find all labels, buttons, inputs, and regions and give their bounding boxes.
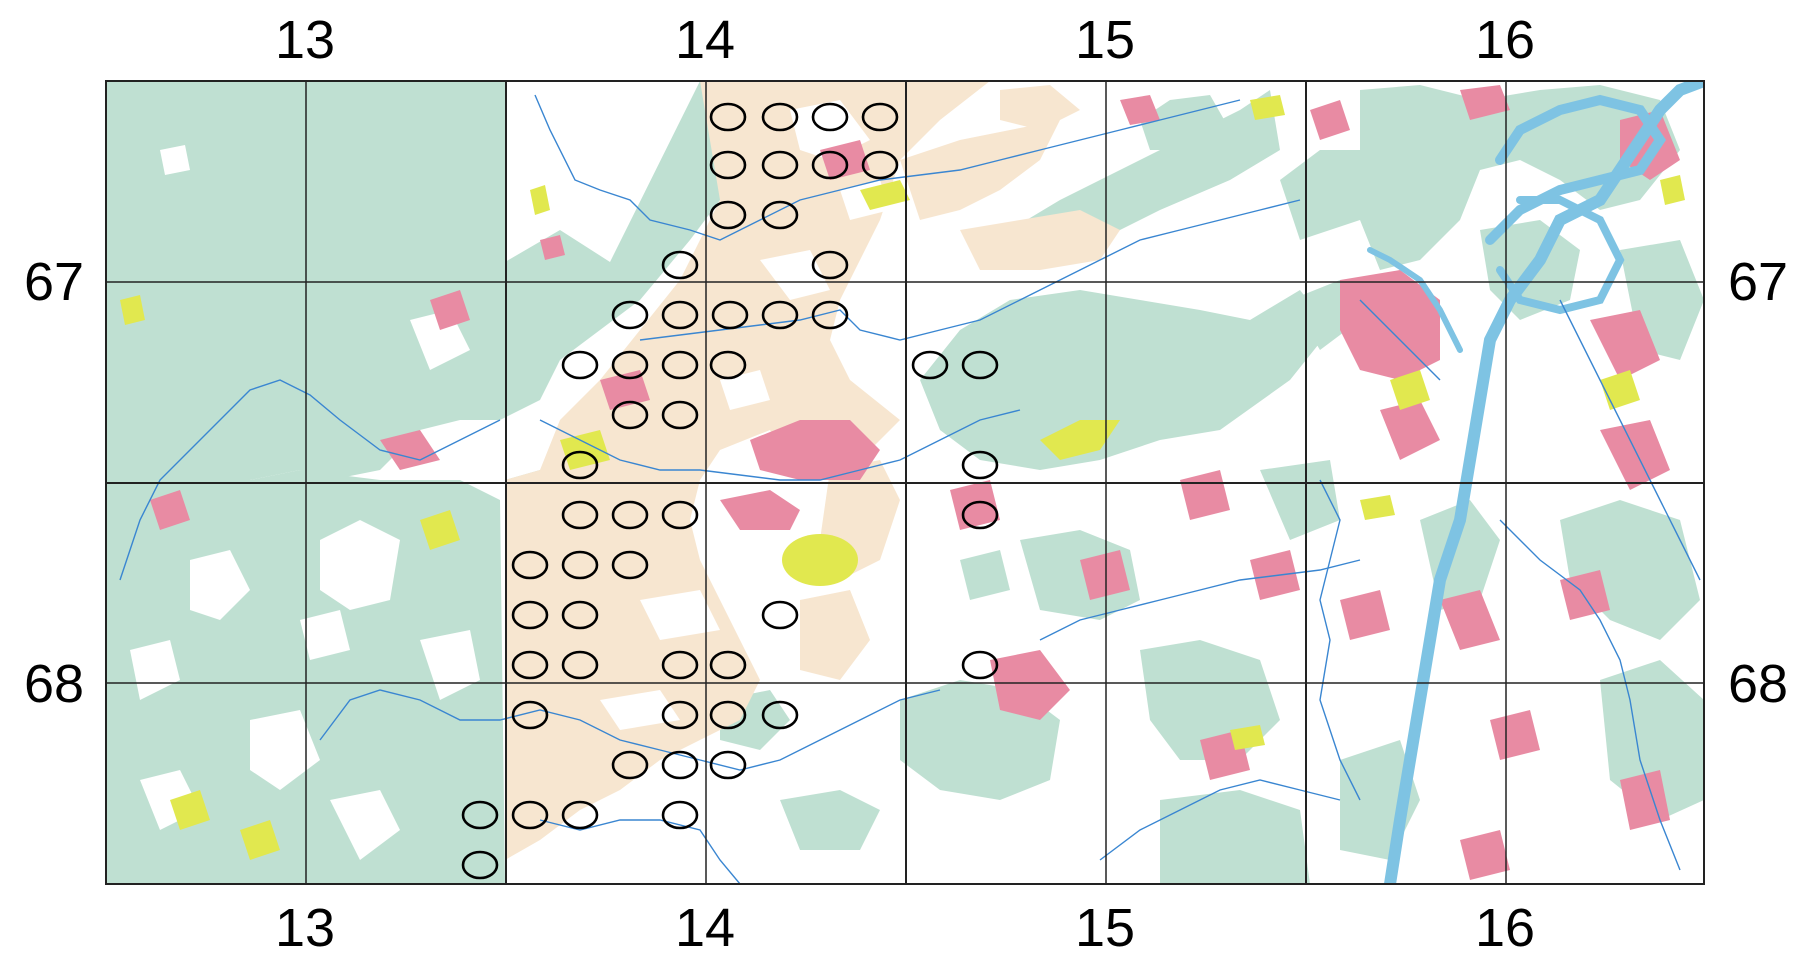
marker-ellipse-26 [561,450,599,480]
bottom-axis-label-14: 14 [675,898,735,958]
marker-ellipse-51 [511,800,549,830]
marker-ellipse-1 [709,102,747,132]
marker-ellipse-14 [661,300,699,330]
top-axis-label-16: 16 [1475,10,1535,70]
marker-ellipse-15 [711,300,749,330]
marker-ellipse-32 [511,550,549,580]
marker-ellipse-6 [761,150,799,180]
marker-ellipse-25 [661,400,699,430]
marker-ellipse-42 [961,650,999,680]
top-axis-label-14: 14 [675,10,735,70]
sand-gaps-layer [600,100,890,730]
top-axis-label-13: 13 [275,10,335,70]
marker-ellipse-20 [661,350,699,380]
marker-ellipse-23 [961,350,999,380]
marker-ellipse-40 [661,650,699,680]
marker-ellipse-11 [661,250,699,280]
river-branch [1367,247,1463,353]
bottom-axis-label-15: 15 [1075,898,1135,958]
marker-ellipse-21 [709,350,747,380]
top-axis: 13 14 15 16 [275,10,1535,70]
marker-ellipse-35 [511,600,549,630]
river-loop [1496,196,1625,315]
marker-ellipse-10 [761,200,799,230]
marker-ellipse-4 [861,102,899,132]
marker-ellipse-30 [661,500,699,530]
marker-ellipse-38 [511,650,549,680]
marker-ellipse-36 [561,600,599,630]
marker-ellipse-5 [709,150,747,180]
marker-ellipse-49 [709,750,747,780]
left-axis-label-68: 68 [24,654,84,714]
bottom-axis-label-13: 13 [275,898,335,958]
yellow-layer [120,95,1685,860]
marker-ellipse-27 [961,450,999,480]
marker-ellipse-9 [709,200,747,230]
marker-ellipse-47 [611,750,649,780]
marker-ellipse-28 [561,500,599,530]
marker-ellipse-7 [811,150,849,180]
marker-ellipse-8 [861,150,899,180]
marker-ellipse-16 [761,300,799,330]
marker-ellipse-43 [511,700,549,730]
marker-ellipse-44 [661,700,699,730]
marker-ellipse-22 [911,350,949,380]
map-area [106,81,1704,884]
marker-ellipse-52 [561,800,599,830]
marker-ellipse-48 [661,750,699,780]
map-frame [105,80,1705,885]
marker-ellipse-12 [811,250,849,280]
marker-ellipse-18 [561,350,599,380]
top-axis-label-15: 15 [1075,10,1135,70]
marker-ellipse-50 [461,800,499,830]
right-axis-label-68: 68 [1728,654,1788,714]
marker-ellipse-37 [761,600,799,630]
left-axis: 67 68 [24,252,84,714]
marker-ellipse-46 [761,700,799,730]
marker-ellipse-33 [561,550,599,580]
grid [106,81,1704,884]
right-axis: 67 68 [1728,252,1788,714]
bottom-axis-label-16: 16 [1475,898,1535,958]
marker-ellipse-3 [811,102,849,132]
marker-ellipse-24 [611,400,649,430]
marker-ellipse-53 [661,800,699,830]
marker-ellipse-29 [611,500,649,530]
marker-ellipse-45 [709,700,747,730]
marker-ellipse-31 [961,500,999,530]
left-axis-label-67: 67 [24,252,84,312]
marker-ellipse-13 [611,300,649,330]
river-main [1384,81,1704,884]
right-axis-label-67: 67 [1728,252,1788,312]
marker-ellipse-54 [461,850,499,880]
marker-ellipse-2 [761,102,799,132]
marker-ellipse-41 [709,650,747,680]
marker-ellipse-34 [611,550,649,580]
bottom-axis: 13 14 15 16 [275,898,1535,958]
marker-ellipse-17 [811,300,849,330]
marker-ellipse-19 [611,350,649,380]
marker-ellipse-39 [561,650,599,680]
marker-layer [461,102,999,880]
water-layer [1367,81,1704,884]
